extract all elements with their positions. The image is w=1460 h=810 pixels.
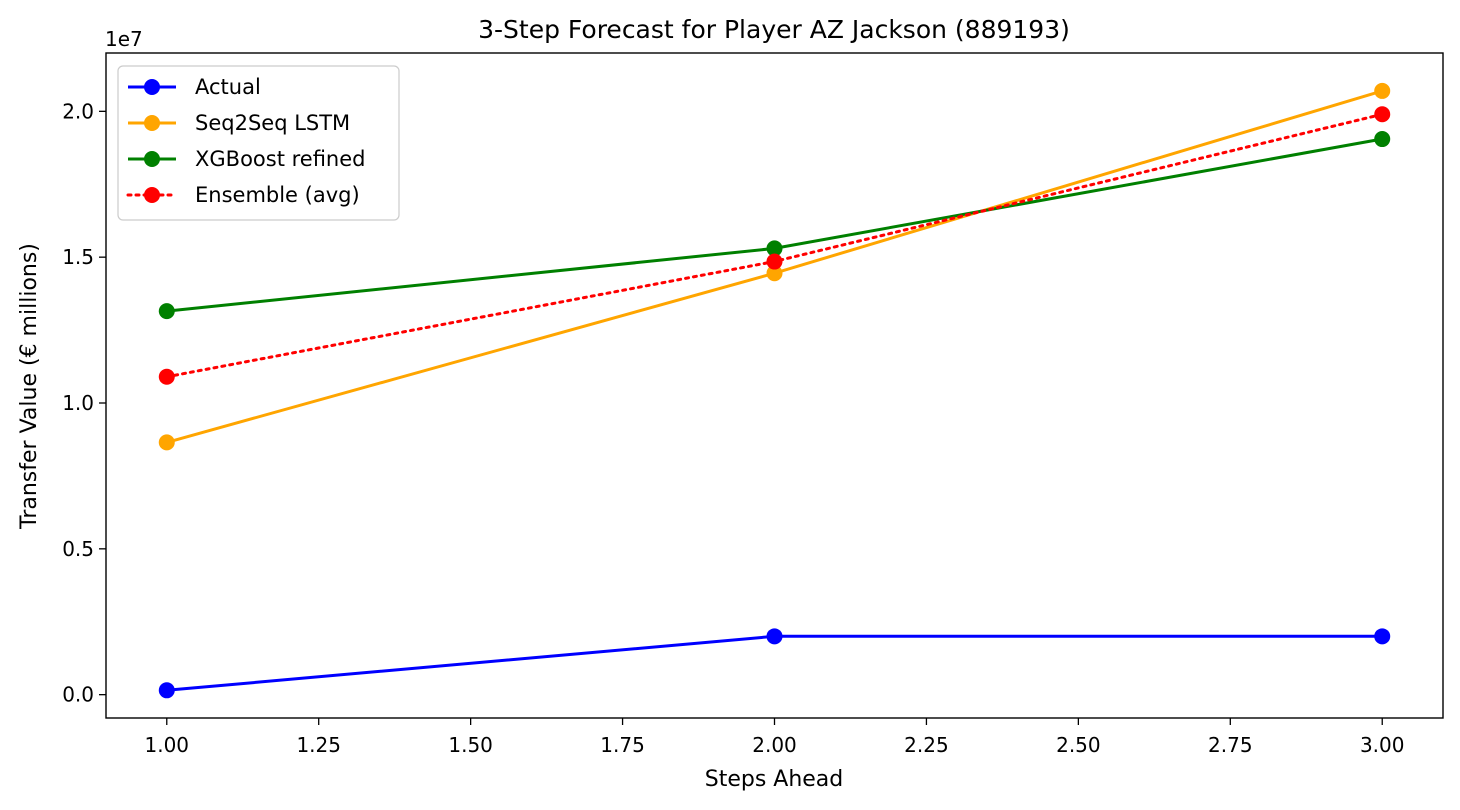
x-tick-label: 1.50 bbox=[448, 733, 493, 757]
data-point-actual bbox=[1374, 628, 1391, 645]
data-point-ensemble-avg bbox=[766, 253, 783, 270]
data-point-ensemble-avg bbox=[1374, 106, 1391, 123]
legend-label-seq2seq-lstm: Seq2Seq LSTM bbox=[195, 111, 350, 135]
x-tick-label: 1.25 bbox=[296, 733, 341, 757]
legend-swatch-marker-actual bbox=[144, 79, 160, 95]
x-axis-label: Steps Ahead bbox=[705, 767, 844, 792]
x-tick-label: 1.75 bbox=[600, 733, 645, 757]
y-offset-label: 1e7 bbox=[105, 27, 143, 51]
legend-swatch-marker-ensemble-avg bbox=[144, 187, 160, 203]
x-tick-label: 2.00 bbox=[752, 733, 797, 757]
legend-swatch-marker-seq2seq-lstm bbox=[144, 115, 160, 131]
y-tick-label: 2.0 bbox=[62, 99, 94, 123]
y-tick-label: 0.5 bbox=[62, 537, 94, 561]
x-tick-label: 3.00 bbox=[1360, 733, 1405, 757]
legend-label-xgboost-refined: XGBoost refined bbox=[195, 147, 366, 171]
x-tick-label: 1.00 bbox=[145, 733, 190, 757]
data-point-xgboost-refined bbox=[1374, 131, 1391, 148]
y-tick-label: 1.0 bbox=[62, 391, 94, 415]
y-tick-label: 0.0 bbox=[62, 683, 94, 707]
plot-frame bbox=[105, 52, 1444, 719]
data-point-seq2seq-lstm bbox=[1374, 82, 1391, 99]
legend-label-ensemble-avg: Ensemble (avg) bbox=[195, 183, 360, 207]
data-point-seq2seq-lstm bbox=[158, 434, 175, 451]
chart-title: 3-Step Forecast for Player AZ Jackson (8… bbox=[478, 15, 1070, 44]
data-point-xgboost-refined bbox=[158, 303, 175, 320]
x-tick-label: 2.25 bbox=[904, 733, 949, 757]
y-axis-label: Transfer Value (€ millions) bbox=[17, 243, 42, 530]
data-point-actual bbox=[158, 682, 175, 699]
legend-box bbox=[117, 65, 400, 221]
x-tick-label: 2.50 bbox=[1056, 733, 1101, 757]
legend-swatch-marker-xgboost-refined bbox=[144, 151, 160, 167]
data-point-seq2seq-lstm bbox=[766, 265, 783, 282]
x-tick-label: 2.75 bbox=[1208, 733, 1253, 757]
data-point-ensemble-avg bbox=[158, 368, 175, 385]
data-point-xgboost-refined bbox=[766, 240, 783, 257]
legend: Actual Seq2Seq LSTM XGBoost refined Ensembl… bbox=[117, 65, 400, 221]
y-tick-label: 1.5 bbox=[62, 245, 94, 269]
data-point-actual bbox=[766, 628, 783, 645]
legend-label-actual: Actual bbox=[195, 75, 261, 99]
